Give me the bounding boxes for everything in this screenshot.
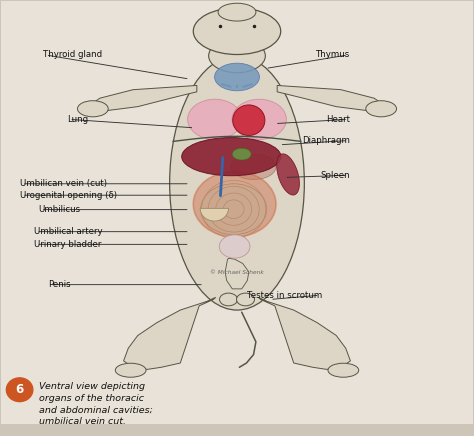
Ellipse shape [366,101,397,117]
Text: © Michael Schenk: © Michael Schenk [210,270,264,275]
Text: Urinary bladder: Urinary bladder [34,240,101,249]
Polygon shape [124,297,216,369]
Ellipse shape [193,8,281,54]
Ellipse shape [232,148,251,160]
Text: Thyroid gland: Thyroid gland [43,51,102,59]
Text: Testes in scrotum: Testes in scrotum [247,291,322,300]
Text: 6: 6 [16,383,24,396]
FancyBboxPatch shape [0,1,474,425]
Text: Umbilicus: Umbilicus [38,205,81,214]
Ellipse shape [218,3,256,21]
Ellipse shape [277,154,300,195]
Text: Umbilical artery: Umbilical artery [34,227,102,236]
Ellipse shape [193,171,276,237]
Ellipse shape [209,39,265,73]
Ellipse shape [231,154,276,180]
Circle shape [6,378,33,402]
Ellipse shape [237,293,255,306]
Text: Spleen: Spleen [321,171,350,180]
Text: Diaphragm: Diaphragm [302,136,350,145]
Ellipse shape [77,101,108,117]
Ellipse shape [201,184,267,235]
Text: Umbilican vein (cut): Umbilican vein (cut) [19,179,107,188]
Text: Lung: Lung [67,115,88,124]
Ellipse shape [188,99,242,140]
Text: Heart: Heart [327,115,350,124]
Ellipse shape [182,138,281,176]
Ellipse shape [328,363,359,377]
Text: Ventral view depicting
organs of the thoracic
and abdominal cavities;
umbilical : Ventral view depicting organs of the tho… [38,382,152,426]
Ellipse shape [232,99,286,140]
Wedge shape [200,208,228,221]
Ellipse shape [115,363,146,377]
Ellipse shape [215,63,259,91]
Ellipse shape [219,235,250,258]
Text: Urogenital opening (δ): Urogenital opening (δ) [19,191,117,200]
Text: Penis: Penis [48,280,71,289]
Polygon shape [277,85,383,111]
Polygon shape [225,259,249,289]
Polygon shape [91,85,197,111]
Ellipse shape [170,56,304,310]
Ellipse shape [219,293,237,306]
Ellipse shape [233,105,265,136]
Polygon shape [258,297,350,369]
Text: Thymus: Thymus [316,51,350,59]
